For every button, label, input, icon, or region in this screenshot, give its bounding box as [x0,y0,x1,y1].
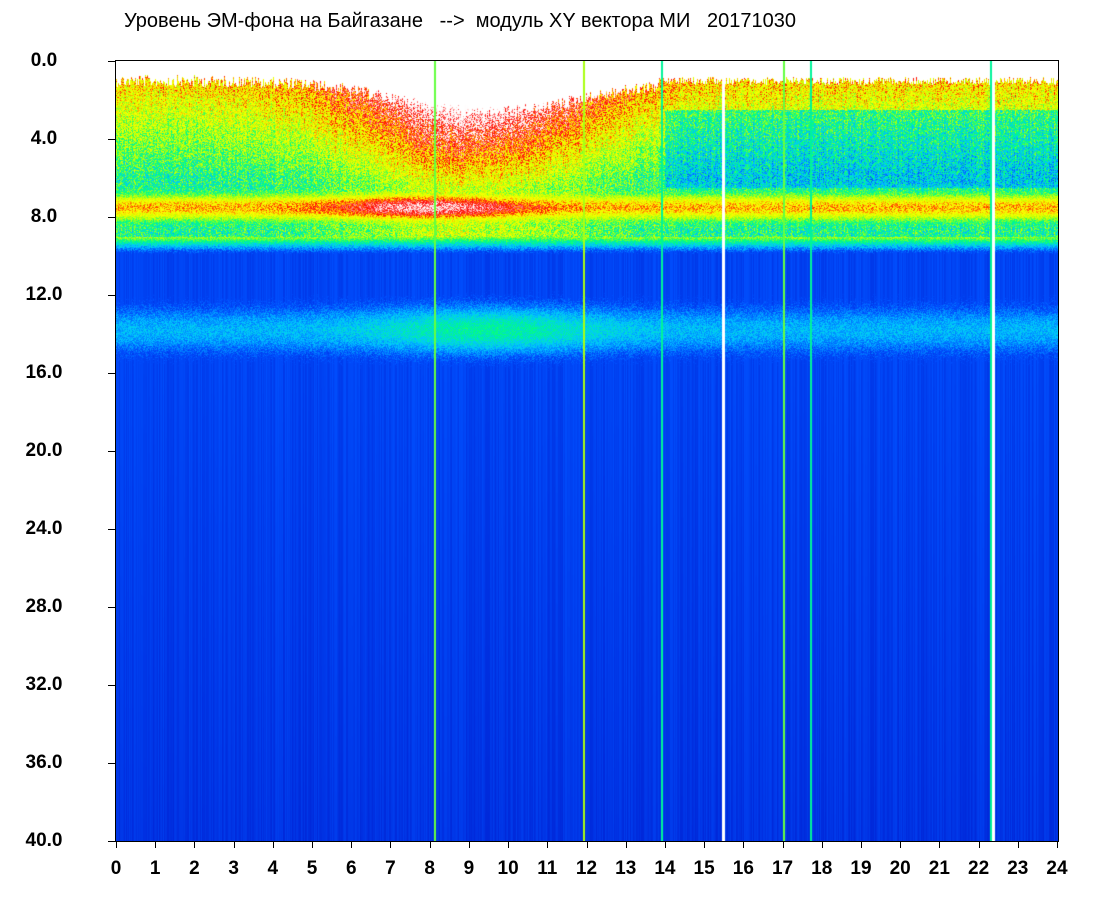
x-tick-label: 7 [385,858,396,879]
x-tick-mark [351,842,352,848]
x-tick-label: 24 [1046,858,1068,879]
x-tick-mark [194,842,195,848]
y-tick-label: 4.0 [30,128,58,149]
x-tick-label: 2 [189,858,200,879]
x-tick-label: 3 [228,858,239,879]
x-tick-label: 18 [811,858,833,879]
y-tick-label: 12.0 [25,284,63,305]
y-tick-label: 16.0 [25,362,63,383]
x-tick-mark [155,842,156,848]
y-tick-mark [108,451,115,452]
x-tick-mark [743,842,744,848]
x-tick-mark [1057,842,1058,848]
y-tick-mark [108,217,115,218]
x-tick-mark [665,842,666,848]
y-tick-mark [108,139,115,140]
chart-title: Уровень ЭМ-фона на Байгазане --> модуль … [124,10,796,32]
x-tick-label: 4 [267,858,279,879]
x-tick-label: 19 [850,858,872,879]
y-tick-label: 32.0 [25,674,63,695]
x-tick-label: 23 [1007,858,1029,879]
y-tick-label: 36.0 [25,752,63,773]
x-tick-mark [783,842,784,848]
x-tick-mark [508,842,509,848]
x-tick-label: 5 [306,858,318,879]
x-tick-label: 17 [771,858,794,879]
x-tick-label: 20 [889,858,911,879]
y-tick-mark [108,841,115,842]
x-tick-label: 16 [732,858,754,879]
y-tick-mark [108,607,115,608]
x-tick-label: 22 [968,858,990,879]
x-tick-mark [900,842,901,848]
x-tick-mark [312,842,313,848]
x-tick-label: 12 [575,858,598,879]
y-tick-mark [108,763,115,764]
plot-area [115,60,1059,842]
y-tick-mark [108,373,115,374]
x-tick-label: 9 [463,858,475,879]
y-tick-label: 24.0 [25,518,63,539]
x-tick-mark [273,842,274,848]
y-tick-mark [108,685,115,686]
x-tick-mark [861,842,862,848]
y-tick-label: 0.0 [30,50,58,71]
x-tick-label: 13 [615,858,637,879]
x-tick-mark [587,842,588,848]
x-tick-label: 0 [110,858,122,879]
x-tick-label: 6 [345,858,357,879]
y-tick-mark [108,61,115,62]
y-tick-label: 28.0 [25,596,63,617]
x-tick-mark [939,842,940,848]
x-tick-label: 14 [654,858,676,879]
x-tick-label: 8 [424,858,435,879]
x-tick-label: 11 [537,858,558,879]
spectrogram-heatmap [116,61,1058,841]
y-tick-label: 8.0 [30,206,58,227]
y-tick-label: 20.0 [25,440,63,461]
x-tick-mark [234,842,235,848]
x-tick-mark [704,842,705,848]
x-tick-mark [116,842,117,848]
x-tick-mark [430,842,431,848]
x-tick-mark [822,842,823,848]
x-tick-label: 10 [497,858,519,879]
x-tick-label: 21 [928,858,950,879]
y-tick-mark [108,295,115,296]
y-tick-mark [108,529,115,530]
x-tick-mark [469,842,470,848]
x-tick-mark [390,842,391,848]
x-tick-label: 1 [149,858,161,879]
y-tick-label: 40.0 [25,830,63,851]
x-tick-mark [547,842,548,848]
x-tick-label: 15 [693,858,715,879]
x-tick-mark [626,842,627,848]
x-tick-mark [1018,842,1019,848]
x-tick-mark [979,842,980,848]
